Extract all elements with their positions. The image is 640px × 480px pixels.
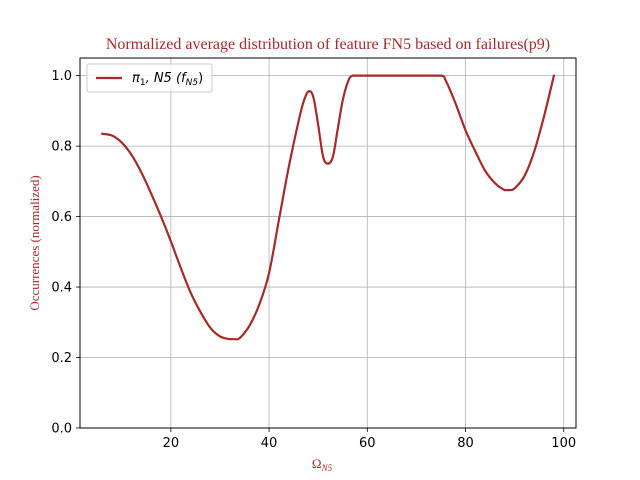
y-tick-label: 0.0 — [51, 422, 72, 437]
x-axis-label-base: Ω — [312, 456, 322, 471]
legend-pi: π — [132, 71, 140, 86]
y-axis-label: Occurrences (normalized) — [27, 175, 42, 310]
x-tick-label: 100 — [551, 436, 576, 451]
x-tick-label: 20 — [163, 436, 180, 451]
legend-f-sub: N5 — [186, 78, 199, 88]
legend-close: ) — [198, 71, 203, 86]
x-axis-label-sub: N5 — [321, 463, 333, 473]
legend-mid: , N5 ( — [146, 71, 182, 86]
chart-title: Normalized average distribution of featu… — [106, 36, 550, 53]
y-tick-label: 0.2 — [51, 351, 72, 366]
y-tick-label: 0.6 — [51, 210, 72, 225]
x-tick-label: 60 — [359, 436, 376, 451]
x-tick-label: 40 — [261, 436, 278, 451]
y-tick-label: 0.4 — [51, 281, 72, 296]
x-tick-label: 80 — [457, 436, 474, 451]
y-tick-label: 0.8 — [51, 140, 72, 155]
y-tick-label: 1.0 — [51, 69, 72, 84]
legend: π1, N5 (fN5) — [87, 64, 212, 92]
